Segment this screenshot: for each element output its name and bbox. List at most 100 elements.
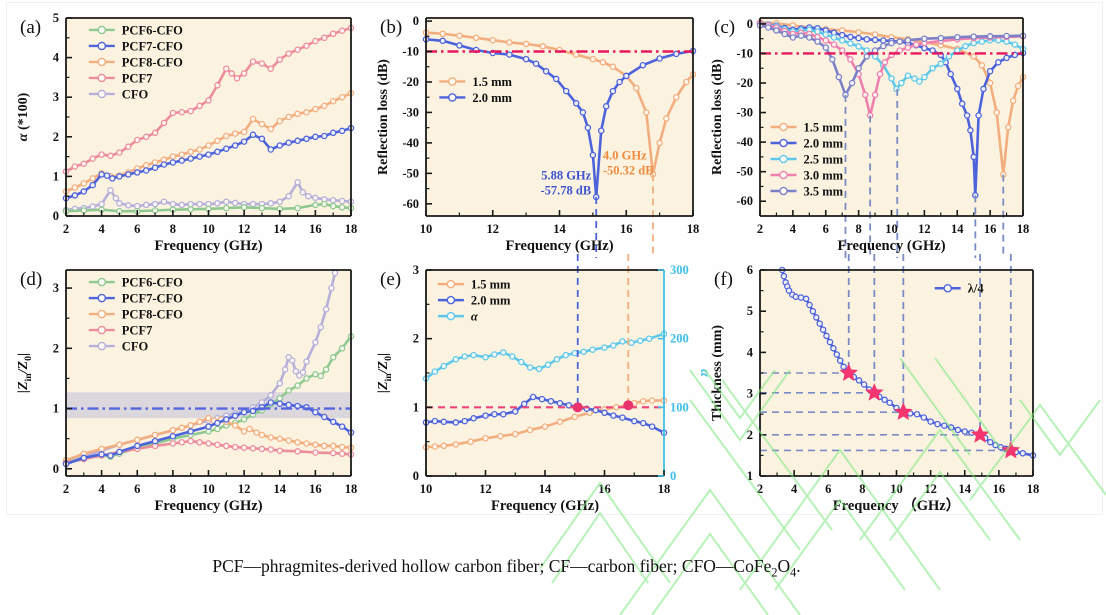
caption-text: PCF—phragmites-derived hollow carbon fib…	[212, 556, 772, 576]
svg-text:300: 300	[670, 263, 689, 277]
svg-text:6: 6	[134, 482, 140, 496]
svg-text:16: 16	[309, 222, 322, 236]
svg-text:10: 10	[885, 222, 898, 236]
svg-text:1: 1	[53, 402, 59, 416]
chart-c: 2 4 6 8 10 12 14 16 18 0 -10 -20 -30 -40 -50 -60 Frequen…	[710, 17, 1030, 258]
caption-text-3: .	[796, 556, 801, 576]
caption-text-2: O	[777, 556, 791, 576]
svg-text:10: 10	[890, 482, 903, 496]
svg-text:16: 16	[598, 482, 611, 496]
svg-text:Thickness (mm): Thickness (mm)	[710, 325, 725, 421]
svg-text:0: 0	[413, 469, 419, 483]
svg-text:2.0 mm: 2.0 mm	[471, 294, 511, 308]
svg-text:PCF7: PCF7	[122, 71, 153, 85]
svg-text:4: 4	[99, 222, 106, 236]
svg-text:α (*100): α (*100)	[16, 92, 31, 141]
svg-text:2: 2	[53, 130, 59, 144]
svg-text:-57.78 dB: -57.78 dB	[541, 183, 592, 197]
svg-text:12: 12	[238, 482, 251, 496]
svg-text:PCF7-CFO: PCF7-CFO	[122, 292, 183, 306]
svg-text:6: 6	[747, 263, 753, 277]
svg-text:λ/4: λ/4	[968, 282, 985, 296]
svg-text:3: 3	[53, 281, 59, 295]
svg-text:2: 2	[757, 222, 763, 236]
svg-text:18: 18	[1027, 482, 1040, 496]
svg-text:3.5 mm: 3.5 mm	[804, 185, 844, 199]
svg-text:16: 16	[993, 482, 1006, 496]
svg-text:2: 2	[63, 482, 69, 496]
svg-text:2.0 mm: 2.0 mm	[804, 137, 844, 151]
svg-text:12: 12	[924, 482, 937, 496]
panel-a: 2 4 6 8 10 12 14 16 18 0 1 2 3 4 5 Frequency (GHz) α (*1…	[12, 6, 364, 254]
svg-text:200: 200	[670, 332, 689, 346]
svg-text:8: 8	[170, 222, 176, 236]
svg-text:3: 3	[53, 90, 59, 104]
svg-text:16: 16	[620, 222, 633, 236]
svg-text:(b): (b)	[380, 17, 402, 38]
svg-text:5: 5	[53, 11, 59, 25]
svg-text:PCF7: PCF7	[122, 324, 153, 338]
svg-text:1.5 mm: 1.5 mm	[804, 121, 844, 135]
svg-text:PCF8-CFO: PCF8-CFO	[122, 308, 183, 322]
svg-text:4: 4	[99, 482, 106, 496]
svg-text:(e): (e)	[380, 269, 401, 290]
svg-text:-10: -10	[402, 45, 419, 59]
svg-text:2: 2	[413, 332, 419, 346]
svg-text:Frequency (GHz): Frequency (GHz)	[505, 238, 613, 254]
svg-text:1.5 mm: 1.5 mm	[472, 75, 512, 89]
svg-text:16: 16	[984, 222, 997, 236]
svg-text:12: 12	[479, 482, 492, 496]
svg-text:12: 12	[238, 222, 251, 236]
svg-text:12: 12	[487, 222, 500, 236]
svg-text:5: 5	[747, 304, 753, 318]
svg-text:18: 18	[1017, 222, 1030, 236]
svg-text:3: 3	[747, 387, 753, 401]
svg-text:14: 14	[274, 482, 287, 496]
panel-e: 10 12 14 16 18 0 1 2 3 0 100 200 300 α Frequency (GHz)…	[372, 254, 712, 514]
svg-text:6: 6	[134, 222, 140, 236]
svg-text:Frequency (GHz): Frequency (GHz)	[491, 498, 599, 514]
svg-text:2: 2	[747, 428, 753, 442]
chart-b: 5.88 GHz-57.78 dB 4.0 GHz-50.32 dB 10 12 14 1…	[376, 14, 699, 258]
svg-text:8: 8	[170, 482, 176, 496]
svg-text:14: 14	[959, 482, 972, 496]
svg-text:6: 6	[823, 222, 829, 236]
svg-text:14: 14	[274, 222, 287, 236]
svg-text:-50: -50	[736, 165, 753, 179]
svg-text:CFO: CFO	[122, 87, 149, 101]
svg-text:PCF6-CFO: PCF6-CFO	[122, 23, 183, 37]
svg-text:4: 4	[790, 222, 797, 236]
panel-b: 5.88 GHz -57.78 dB 4.0 GHz -50.32 dB 10 12 14 1…	[372, 6, 706, 258]
panel-c: 2 4 6 8 10 12 14 16 18 0 -10 -20 -30 -40 -50 -60 Frequen…	[706, 6, 1036, 258]
svg-text:-20: -20	[736, 76, 753, 90]
svg-text:14: 14	[553, 222, 566, 236]
svg-text:4.0 GHz: 4.0 GHz	[603, 149, 647, 163]
panel-d: 2 4 6 8 10 12 14 16 18 0 1 2 3 Frequency (GHz) |Zin/Z0…	[12, 258, 364, 514]
svg-text:14: 14	[539, 482, 552, 496]
svg-text:2: 2	[53, 341, 59, 355]
svg-text:-50: -50	[402, 166, 419, 180]
svg-text:18: 18	[345, 482, 358, 496]
svg-text:3: 3	[413, 263, 419, 277]
svg-text:100: 100	[670, 400, 689, 414]
svg-text:α: α	[471, 310, 479, 324]
svg-text:6: 6	[825, 482, 831, 496]
svg-text:-40: -40	[736, 135, 753, 149]
svg-text:0: 0	[670, 469, 676, 483]
panel-f: 2 4 6 8 10 12 14 16 18 1 2 3 4 5 6 Frequency （GHz） Thick…	[706, 254, 1046, 514]
svg-text:Frequency (GHz): Frequency (GHz)	[837, 238, 945, 254]
svg-text:(c): (c)	[714, 17, 735, 38]
svg-text:-30: -30	[736, 106, 753, 120]
caption-sub-2: 2	[771, 565, 778, 580]
svg-text:1.5 mm: 1.5 mm	[471, 278, 511, 292]
svg-text:1: 1	[413, 400, 419, 414]
svg-text:(a): (a)	[20, 17, 41, 38]
svg-text:2.5 mm: 2.5 mm	[804, 153, 844, 167]
svg-text:Frequency (GHz): Frequency (GHz)	[154, 498, 262, 514]
svg-text:0: 0	[413, 14, 419, 28]
svg-text:8: 8	[856, 222, 862, 236]
